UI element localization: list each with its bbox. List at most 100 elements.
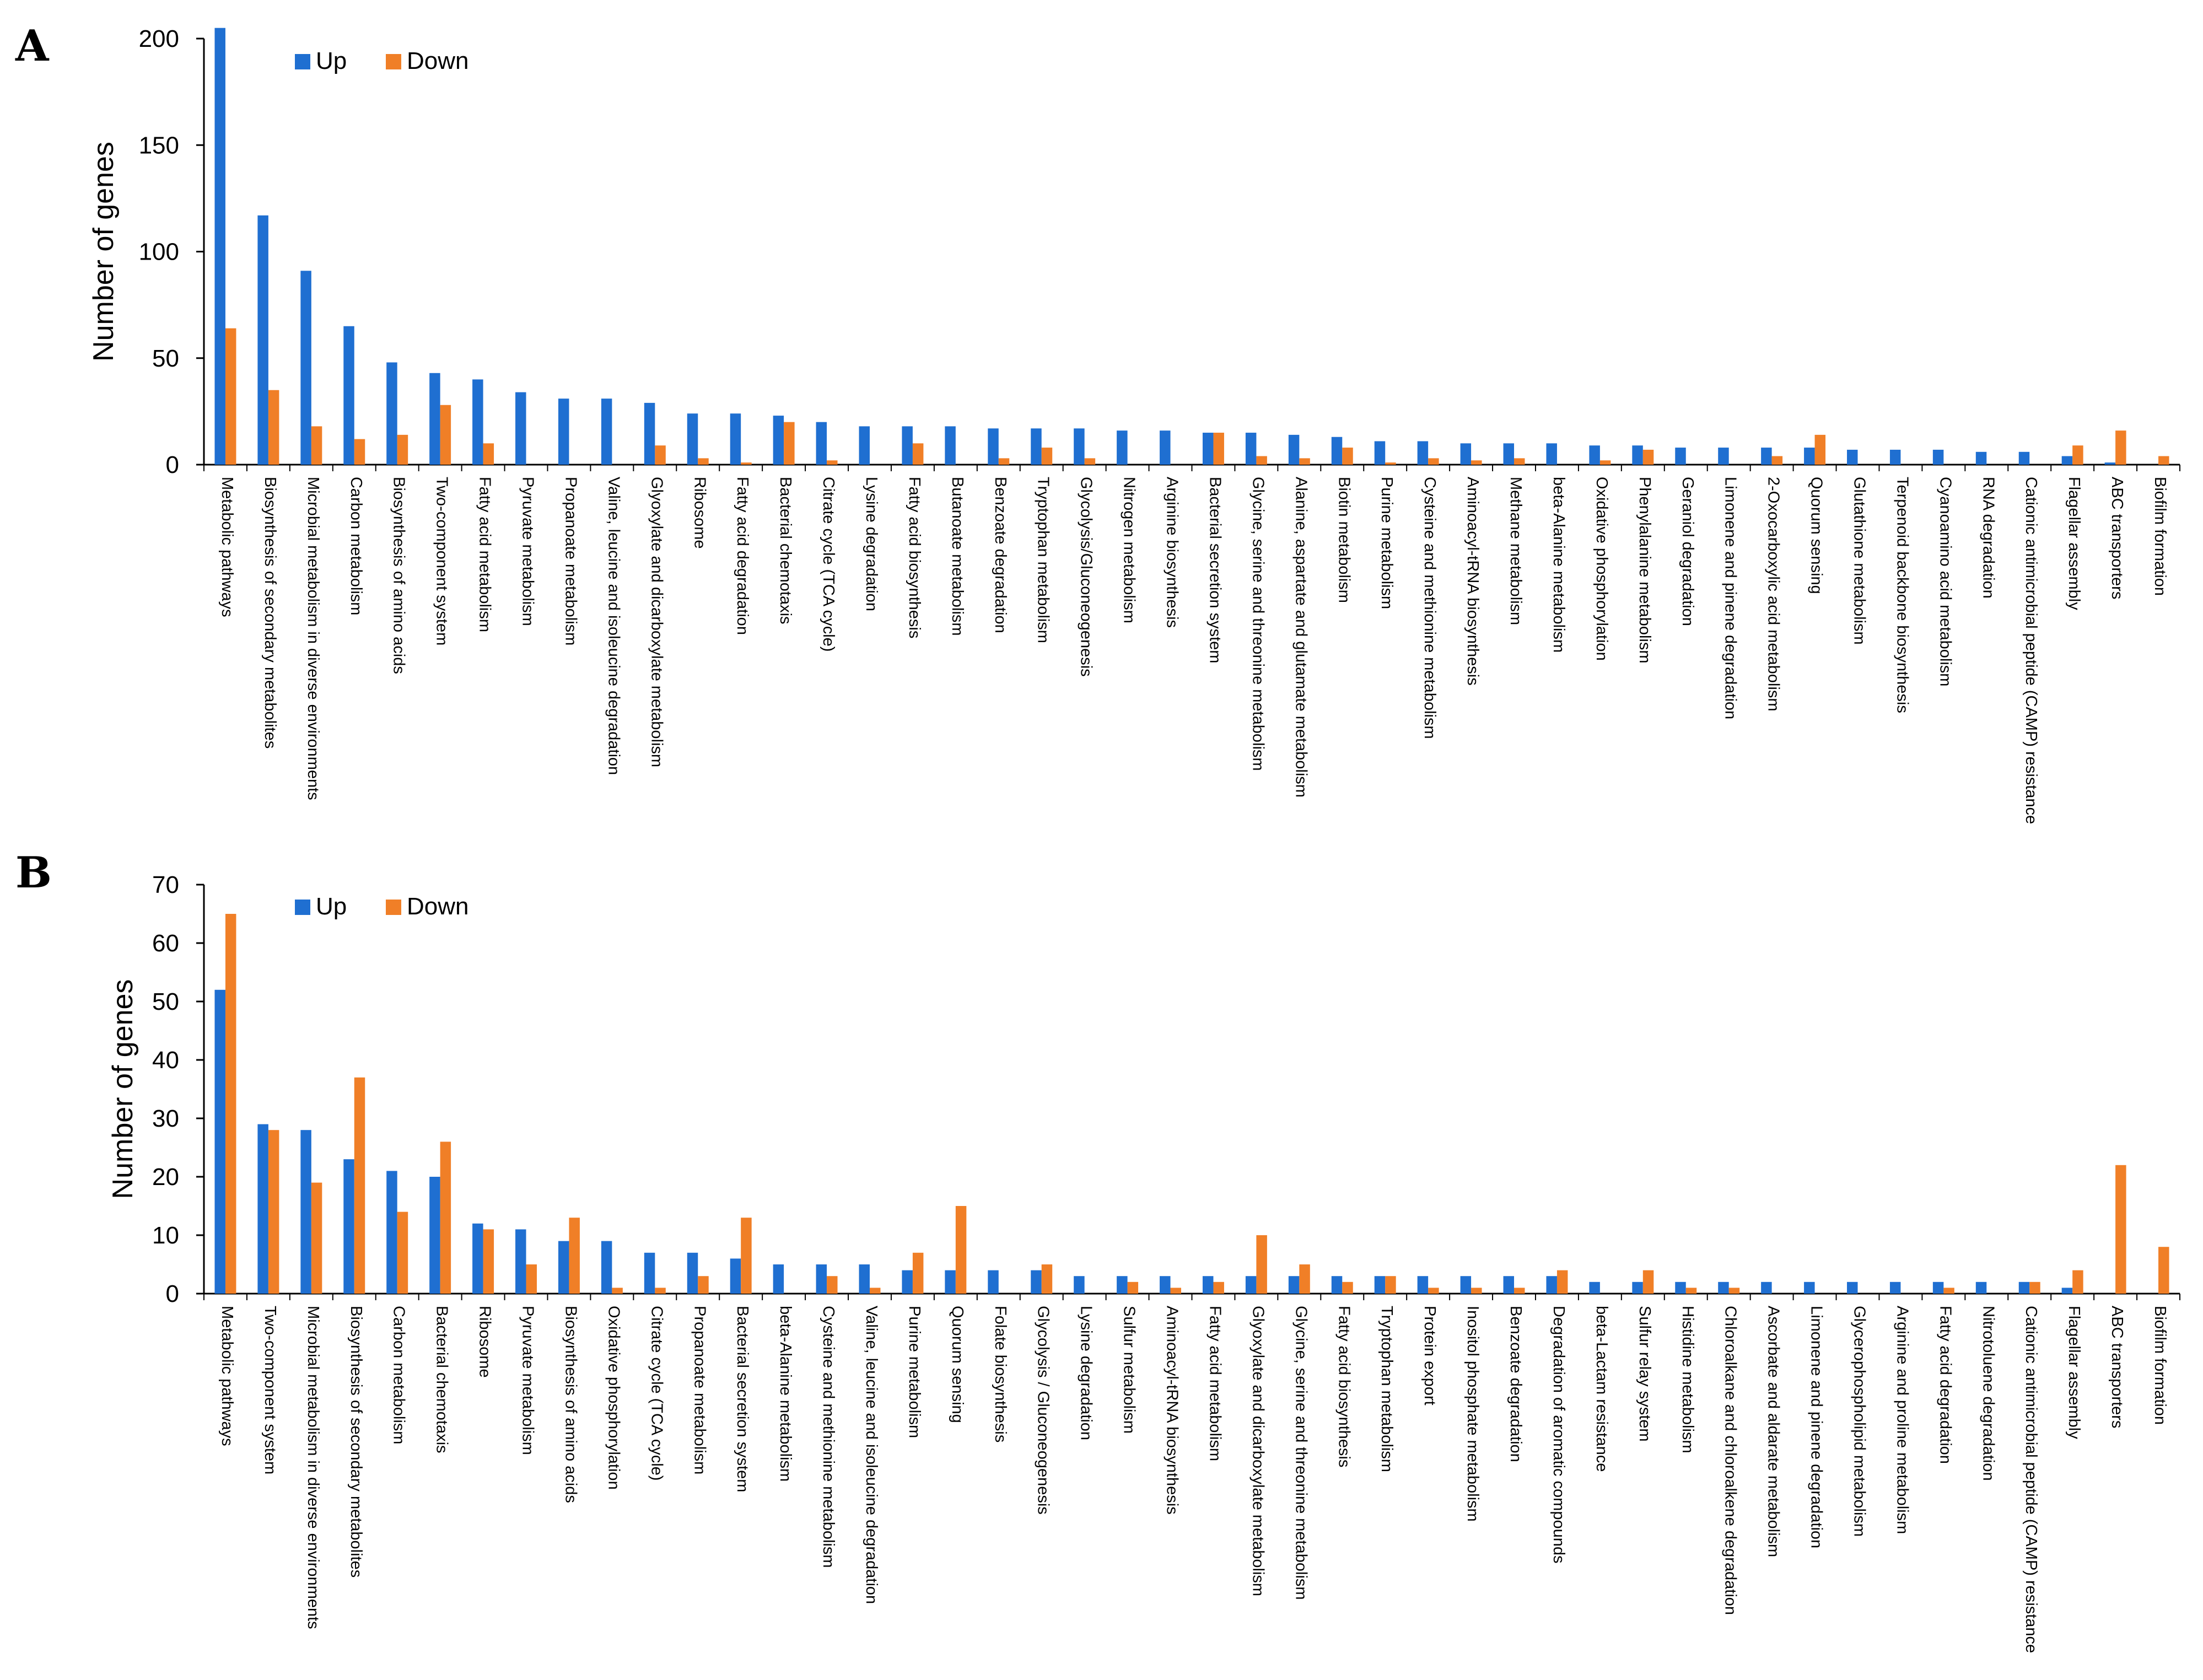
bar-up xyxy=(2061,1288,2073,1294)
bar-down xyxy=(869,1288,881,1294)
category-label: ABC transporters xyxy=(2108,477,2126,599)
bar-up xyxy=(945,426,956,465)
bar-up xyxy=(2104,462,2116,465)
legend-swatch-up xyxy=(295,900,310,915)
category-label: Oxidative phosphorylation xyxy=(1593,477,1610,661)
category-label: Butanoate metabolism xyxy=(949,477,966,636)
category-label: Fatty acid degradation xyxy=(734,477,751,635)
bar-up xyxy=(343,326,354,465)
y-tick-label: 60 xyxy=(152,930,179,957)
bar-down xyxy=(1385,462,1396,465)
category-label: Arginine and proline metabolism xyxy=(1893,1306,1911,1534)
bar-down xyxy=(2072,445,2083,465)
y-tick-label: 50 xyxy=(152,345,179,372)
bar-down xyxy=(1084,458,1096,465)
category-label: Propanoate metabolism xyxy=(691,1306,708,1474)
bar-up xyxy=(859,426,870,465)
category-label: Microbial metabolism in diverse environm… xyxy=(304,1306,322,1629)
bar-down xyxy=(483,443,494,465)
bar-up xyxy=(472,1223,483,1294)
bar-up xyxy=(730,413,741,465)
bar-down xyxy=(2158,1247,2169,1294)
category-label: Valine, leucine and isoleucine degradati… xyxy=(605,477,622,775)
bar-down xyxy=(1814,434,1826,465)
bar-up xyxy=(1589,1281,1600,1294)
category-label: Propanoate metabolism xyxy=(562,477,579,645)
bar-up xyxy=(1074,1276,1085,1294)
category-label: beta-Lactam resistance xyxy=(1593,1306,1610,1472)
bar-down xyxy=(2029,1281,2040,1294)
category-label: Methane metabolism xyxy=(1507,477,1525,625)
y-axis-label: Number of genes xyxy=(88,142,120,362)
bar-up xyxy=(1975,451,1987,465)
bar-down xyxy=(526,1264,537,1294)
legend-label-down: Down xyxy=(407,893,469,920)
bar-down xyxy=(440,1141,451,1294)
y-tick-label: 150 xyxy=(139,132,179,159)
category-label: Glycolysis / Gluconeogenesis xyxy=(1035,1306,1052,1515)
category-label: Fatty acid degradation xyxy=(1936,1306,1954,1464)
category-label: Degradation of aromatic compounds xyxy=(1550,1306,1568,1563)
bar-down xyxy=(1041,448,1053,465)
legend-label-down: Down xyxy=(407,47,469,74)
bar-down xyxy=(311,1182,322,1294)
category-label: Two-component system xyxy=(433,477,451,645)
bar-up xyxy=(1074,428,1085,465)
category-label: beta-Alanine metabolism xyxy=(777,1306,794,1482)
bar-down xyxy=(1213,433,1224,465)
category-label: Carbon metabolism xyxy=(347,477,365,615)
bar-up xyxy=(1589,445,1600,465)
bar-up xyxy=(1417,1276,1429,1294)
bar-down xyxy=(698,458,709,465)
bar-up xyxy=(988,428,999,465)
category-label: Glyoxylate and dicarboxylate metabolism xyxy=(1249,1306,1267,1596)
bar-up xyxy=(902,1270,913,1294)
bar-down xyxy=(1342,448,1353,465)
bar-down xyxy=(2072,1270,2083,1294)
bar-down xyxy=(1599,460,1611,465)
category-label: Histidine metabolism xyxy=(1679,1306,1696,1453)
bar-up xyxy=(1503,1276,1515,1294)
bar-up xyxy=(1761,1281,1772,1294)
bar-up xyxy=(1503,443,1515,465)
category-label: Protein export xyxy=(1421,1306,1439,1406)
category-label: Citrate cycle (TCA cycle) xyxy=(648,1306,665,1480)
bar-up xyxy=(1761,448,1772,465)
category-label: Biofilm formation xyxy=(2151,477,2169,596)
category-label: Sulfur metabolism xyxy=(1121,1306,1138,1434)
bar-up xyxy=(1160,1276,1171,1294)
category-label: Chloroalkane and chloroalkene degradatio… xyxy=(1722,1306,1739,1615)
bar-up xyxy=(1804,448,1815,465)
bar-up xyxy=(1460,443,1472,465)
bar-down xyxy=(912,1252,924,1294)
bar-down xyxy=(1514,1288,1525,1294)
category-label: Inositol phosphate metabolism xyxy=(1464,1306,1482,1522)
bar-down xyxy=(827,1276,838,1294)
bar-up xyxy=(687,413,698,465)
legend-swatch-down xyxy=(386,900,401,915)
category-label: Alanine, aspartate and glutamate metabol… xyxy=(1292,477,1310,798)
bar-down xyxy=(1514,458,1525,465)
category-label: Biosynthesis of secondary metabolites xyxy=(347,1306,365,1577)
bar-up xyxy=(1675,448,1686,465)
bar-up xyxy=(214,989,225,1294)
y-tick-label: 0 xyxy=(166,451,179,478)
bar-up xyxy=(472,379,483,465)
bar-up xyxy=(558,1241,569,1294)
bar-down xyxy=(741,1218,752,1294)
category-label: Limonene and pinene degradation xyxy=(1722,477,1739,719)
bar-down xyxy=(311,426,322,465)
bar-up xyxy=(601,1241,612,1294)
legend-swatch-up xyxy=(295,54,310,69)
y-tick-label: 50 xyxy=(152,988,179,1015)
category-label: Bacterial secretion system xyxy=(1206,477,1224,663)
bar-down xyxy=(1471,1288,1482,1294)
panel-label: A xyxy=(15,21,50,71)
category-label: Phenylalanine metabolism xyxy=(1636,477,1653,664)
bar-up xyxy=(1847,449,1858,465)
bar-up xyxy=(300,271,311,465)
bar-down xyxy=(2158,456,2169,465)
bar-down xyxy=(1170,1288,1182,1294)
category-label: Glutathione metabolism xyxy=(1850,477,1868,645)
